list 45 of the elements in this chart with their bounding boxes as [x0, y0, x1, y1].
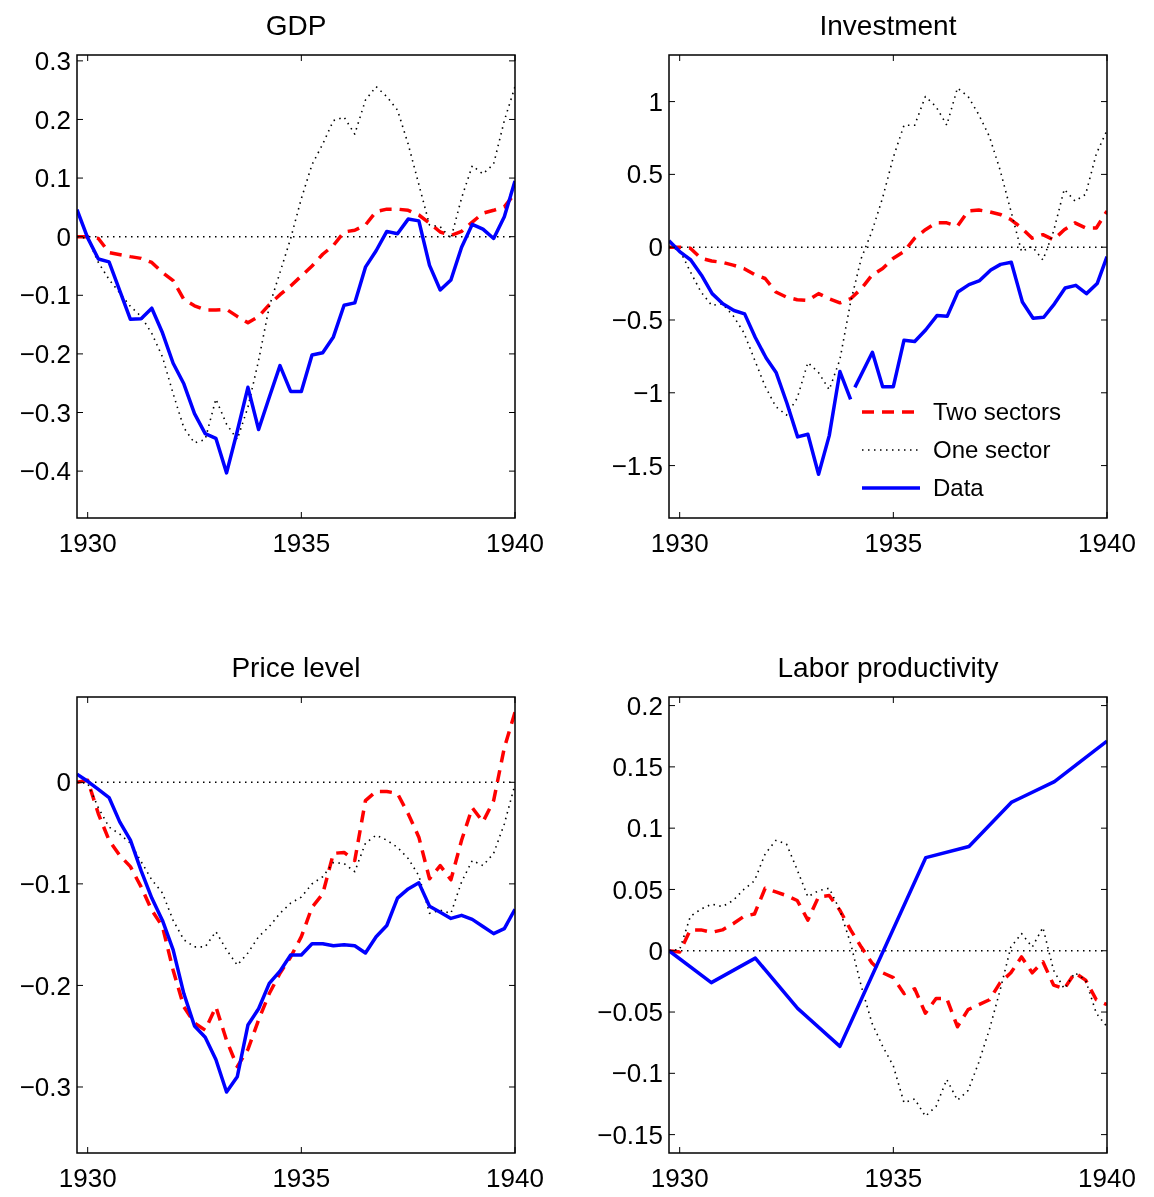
x-tick-label: 1940 — [1078, 1163, 1136, 1193]
x-tick-label: 1930 — [650, 528, 709, 558]
y-tick-label: −0.2 — [19, 339, 71, 369]
legend-label: One sector — [933, 436, 1051, 464]
y-tick-label: −0.1 — [19, 868, 71, 899]
y-tick-label: 0.5 — [626, 159, 663, 190]
legend-label: Data — [933, 474, 985, 502]
x-tick-label: 1940 — [486, 1163, 544, 1193]
y-tick-label: −0.1 — [611, 1058, 663, 1089]
x-tick-label: 1930 — [58, 528, 117, 558]
chart-title: Price level — [231, 652, 361, 683]
y-tick-label: 0 — [56, 767, 71, 798]
x-tick-label: 1940 — [1078, 528, 1136, 558]
y-tick-label: −0.05 — [597, 997, 663, 1028]
y-tick-label: 0.1 — [34, 163, 71, 194]
legend-label: Two sectors — [933, 398, 1062, 426]
chart-title: Investment — [819, 10, 957, 41]
y-tick-label: 0.15 — [612, 751, 663, 782]
x-tick-label: 1930 — [650, 1163, 709, 1193]
x-tick-label: 1935 — [864, 1163, 923, 1193]
y-tick-label: −0.3 — [19, 1072, 71, 1103]
y-tick-label: 0.05 — [612, 874, 663, 905]
y-tick-label: −0.2 — [19, 970, 71, 1001]
y-tick-label: 0.3 — [34, 45, 71, 76]
y-tick-label: −0.1 — [19, 280, 71, 311]
y-tick-label: 0 — [56, 221, 71, 252]
y-tick-label: −1 — [633, 377, 663, 408]
x-tick-label: 1935 — [272, 528, 331, 558]
y-tick-label: 0.1 — [626, 813, 663, 844]
y-tick-label: 0 — [648, 935, 663, 966]
y-tick-label: −1.5 — [611, 450, 663, 481]
y-tick-label: 1 — [648, 86, 663, 117]
y-tick-label: −0.5 — [611, 305, 663, 336]
y-tick-label: −0.4 — [19, 456, 71, 487]
y-tick-label: 0.2 — [34, 104, 71, 135]
x-tick-label: 1940 — [486, 528, 544, 558]
y-tick-label: −0.15 — [597, 1119, 663, 1150]
y-tick-label: −0.3 — [19, 397, 71, 428]
chart-title: GDP — [265, 10, 327, 41]
y-tick-label: 0 — [648, 232, 663, 263]
x-tick-label: 1935 — [272, 1163, 331, 1193]
y-tick-label: 0.2 — [626, 690, 663, 721]
x-tick-label: 1930 — [58, 1163, 117, 1193]
x-tick-label: 1935 — [864, 528, 923, 558]
chart-title: Labor productivity — [777, 652, 999, 683]
